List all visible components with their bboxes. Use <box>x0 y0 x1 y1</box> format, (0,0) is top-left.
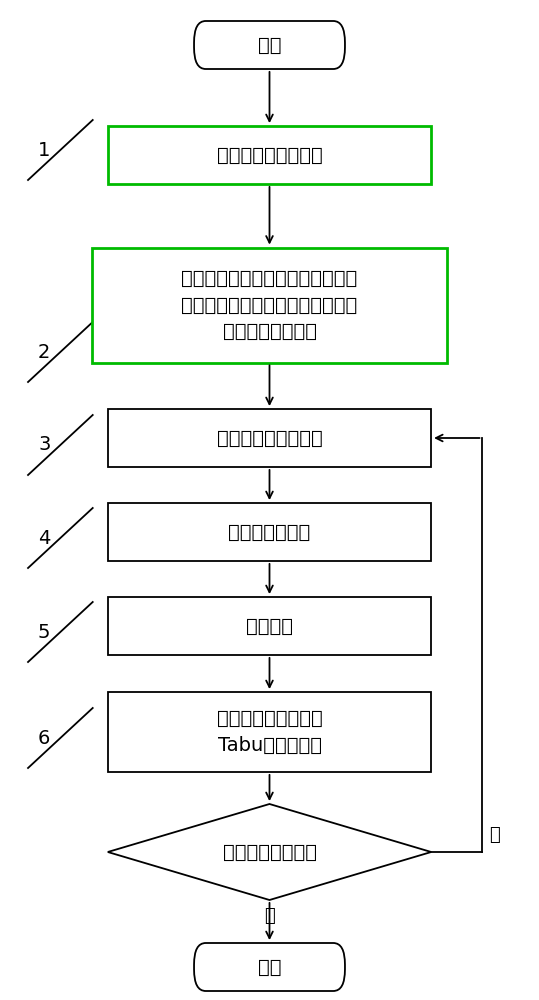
Bar <box>108 126 431 184</box>
Text: 开始: 开始 <box>258 35 281 54</box>
Bar <box>108 409 431 467</box>
Polygon shape <box>108 804 431 900</box>
Text: 1: 1 <box>38 140 50 159</box>
Text: 否: 否 <box>489 826 500 844</box>
Text: 是: 是 <box>264 908 275 926</box>
Text: 3: 3 <box>38 436 50 454</box>
Text: 划分风电场为大小相同的正方形网
格，随机生成行列数相同的整数矩
阵作为算法初始解: 划分风电场为大小相同的正方形网 格，随机生成行列数相同的整数矩 阵作为算法初始解 <box>182 269 357 341</box>
Bar <box>108 692 431 772</box>
Bar <box>108 597 431 655</box>
Text: 2: 2 <box>38 342 50 361</box>
FancyBboxPatch shape <box>194 943 345 991</box>
Text: 改进的进化算子: 改进的进化算子 <box>229 522 310 542</box>
Bar <box>92 247 447 362</box>
Text: 6: 6 <box>38 728 50 748</box>
Text: 多型号风机初步选型: 多型号风机初步选型 <box>217 145 322 164</box>
Text: 将当前代最优解作为
Tabu算子初始解: 将当前代最优解作为 Tabu算子初始解 <box>217 709 322 755</box>
Text: 4: 4 <box>38 528 50 548</box>
Text: 结束: 结束 <box>258 958 281 976</box>
FancyBboxPatch shape <box>194 21 345 69</box>
Text: 5: 5 <box>38 622 51 642</box>
Bar <box>108 503 431 561</box>
Text: 修复算子: 修复算子 <box>246 616 293 636</box>
Text: 计算个体的适应度值: 计算个体的适应度值 <box>217 428 322 448</box>
Text: 达到算法终止条件: 达到算法终止条件 <box>223 842 316 861</box>
